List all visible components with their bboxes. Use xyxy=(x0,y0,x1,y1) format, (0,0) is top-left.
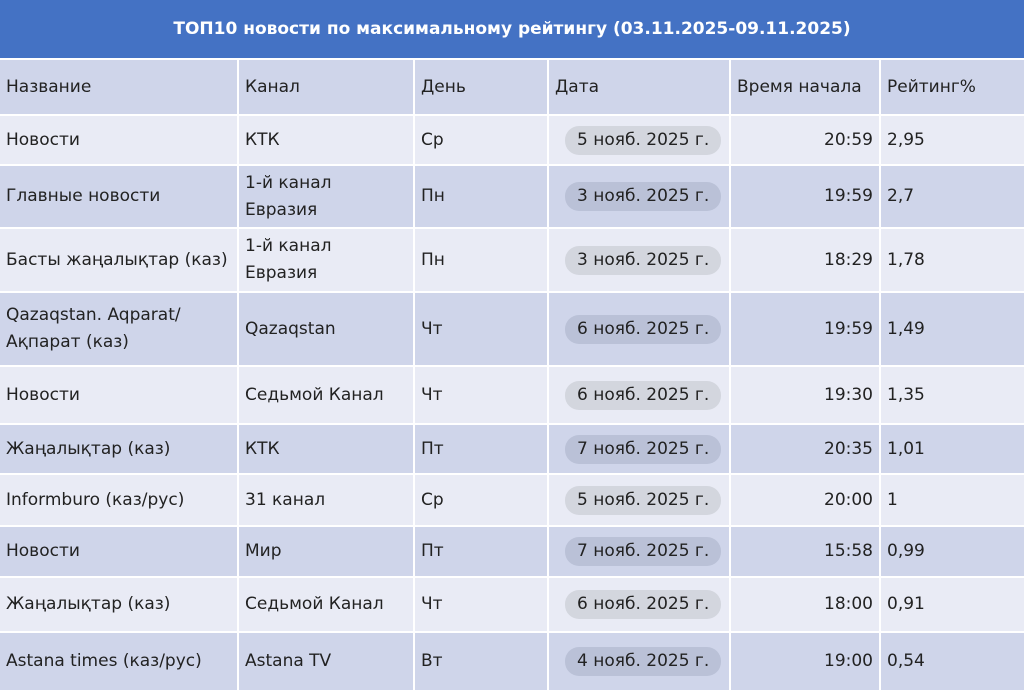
cell-time: 15:58 xyxy=(729,526,880,577)
date-chip[interactable]: 4 нояб. 2025 г. xyxy=(565,647,722,676)
cell-day: Ср xyxy=(413,474,548,526)
cell-date: 3 нояб. 2025 г. xyxy=(547,165,730,228)
cell-date: 4 нояб. 2025 г. xyxy=(547,632,730,691)
cell-rating: 1,35 xyxy=(879,366,1024,424)
cell-rating: 1 xyxy=(879,474,1024,526)
table-row: Жаңалықтар (каз) КТК Пт 7 нояб. 2025 г. … xyxy=(0,424,1024,474)
ratings-table: Название Канал День Дата Время начала Ре… xyxy=(0,60,1024,692)
table-row: Басты жаңалықтар (каз) 1-й канал Евразия… xyxy=(0,228,1024,292)
cell-channel: Седьмой Канал xyxy=(237,577,414,632)
cell-time: 19:59 xyxy=(729,165,880,228)
table-row: Новости Седьмой Канал Чт 6 нояб. 2025 г.… xyxy=(0,366,1024,424)
cell-day: Пн xyxy=(413,165,548,228)
cell-channel: 1-й канал Евразия xyxy=(237,228,414,292)
cell-rating: 0,54 xyxy=(879,632,1024,691)
cell-name: Новости xyxy=(6,384,80,405)
cell-name: Басты жаңалықтар (каз) xyxy=(6,249,228,270)
cell-date: 6 нояб. 2025 г. xyxy=(547,292,730,366)
date-chip[interactable]: 7 нояб. 2025 г. xyxy=(565,537,722,566)
cell-date: 3 нояб. 2025 г. xyxy=(547,228,730,292)
cell-day: Чт xyxy=(413,577,548,632)
cell-name: Новости xyxy=(6,541,80,561)
cell-day: Ср xyxy=(413,115,548,165)
cell-rating: 1,78 xyxy=(879,228,1024,292)
cell-time: 18:00 xyxy=(729,577,880,632)
cell-rating: 0,91 xyxy=(879,577,1024,632)
cell-day: Пт xyxy=(413,424,548,474)
cell-time: 18:29 xyxy=(729,228,880,292)
date-chip[interactable]: 6 нояб. 2025 г. xyxy=(565,590,722,619)
cell-channel: 1-й канал Евразия xyxy=(237,165,414,228)
date-chip[interactable]: 6 нояб. 2025 г. xyxy=(565,380,722,410)
cell-time: 20:35 xyxy=(729,424,880,474)
cell-name: Informburo (каз/рус) xyxy=(6,489,185,510)
cell-name: Qazaqstan. Aqparat/ Ақпарат (каз) xyxy=(6,305,181,352)
cell-time: 19:00 xyxy=(729,632,880,691)
cell-channel: Седьмой Канал xyxy=(237,366,414,424)
table-row: Новости КТК Ср 5 нояб. 2025 г. 20:59 2,9… xyxy=(0,115,1024,165)
cell-channel: 31 канал xyxy=(237,474,414,526)
header-day: День xyxy=(413,60,548,115)
cell-rating: 1,49 xyxy=(879,292,1024,366)
header-rating: Рейтинг% xyxy=(879,60,1024,115)
cell-time: 20:59 xyxy=(729,115,880,165)
header-time: Время начала xyxy=(729,60,880,115)
header-date: Дата xyxy=(547,60,730,115)
cell-name: Жаңалықтар (каз) xyxy=(6,438,171,459)
cell-name: Новости xyxy=(6,129,80,150)
cell-rating: 1,01 xyxy=(879,424,1024,474)
table-title: ТОП10 новости по максимальному рейтингу … xyxy=(0,0,1024,60)
date-chip[interactable]: 7 нояб. 2025 г. xyxy=(565,434,722,464)
cell-date: 6 нояб. 2025 г. xyxy=(547,366,730,424)
table-row: Новости Мир Пт 7 нояб. 2025 г. 15:58 0,9… xyxy=(0,526,1024,577)
date-chip[interactable]: 6 нояб. 2025 г. xyxy=(565,314,722,344)
cell-name: Жаңалықтар (каз) xyxy=(6,594,171,614)
cell-channel: Qazaqstan xyxy=(237,292,414,366)
cell-rating: 2,7 xyxy=(879,165,1024,228)
date-chip[interactable]: 5 нояб. 2025 г. xyxy=(565,125,722,155)
cell-day: Вт xyxy=(413,632,548,691)
cell-day: Пт xyxy=(413,526,548,577)
cell-date: 6 нояб. 2025 г. xyxy=(547,577,730,632)
cell-time: 19:30 xyxy=(729,366,880,424)
cell-channel: Мир xyxy=(237,526,414,577)
cell-time: 20:00 xyxy=(729,474,880,526)
cell-channel: Astana TV xyxy=(237,632,414,691)
table-row: Astana times (каз/рус) Astana TV Вт 4 но… xyxy=(0,632,1024,691)
cell-name: Главные новости xyxy=(6,186,161,206)
cell-rating: 2,95 xyxy=(879,115,1024,165)
header-channel: Канал xyxy=(237,60,414,115)
cell-day: Чт xyxy=(413,366,548,424)
cell-rating: 0,99 xyxy=(879,526,1024,577)
cell-name: Astana times (каз/рус) xyxy=(6,651,202,671)
cell-date: 5 нояб. 2025 г. xyxy=(547,474,730,526)
cell-channel: КТК xyxy=(237,424,414,474)
header-row: Название Канал День Дата Время начала Ре… xyxy=(0,60,1024,115)
header-name: Название xyxy=(6,76,92,97)
cell-channel: КТК xyxy=(237,115,414,165)
date-chip[interactable]: 3 нояб. 2025 г. xyxy=(565,182,722,211)
date-chip[interactable]: 5 нояб. 2025 г. xyxy=(565,485,722,515)
table-row: Главные новости 1-й канал Евразия Пн 3 н… xyxy=(0,165,1024,228)
cell-date: 7 нояб. 2025 г. xyxy=(547,424,730,474)
table-row: Qazaqstan. Aqparat/ Ақпарат (каз) Qazaqs… xyxy=(0,292,1024,366)
cell-day: Чт xyxy=(413,292,548,366)
cell-date: 5 нояб. 2025 г. xyxy=(547,115,730,165)
date-chip[interactable]: 3 нояб. 2025 г. xyxy=(565,245,722,275)
table-row: Informburo (каз/рус) 31 канал Ср 5 нояб.… xyxy=(0,474,1024,526)
cell-date: 7 нояб. 2025 г. xyxy=(547,526,730,577)
cell-day: Пн xyxy=(413,228,548,292)
table-row: Жаңалықтар (каз) Седьмой Канал Чт 6 нояб… xyxy=(0,577,1024,632)
cell-time: 19:59 xyxy=(729,292,880,366)
